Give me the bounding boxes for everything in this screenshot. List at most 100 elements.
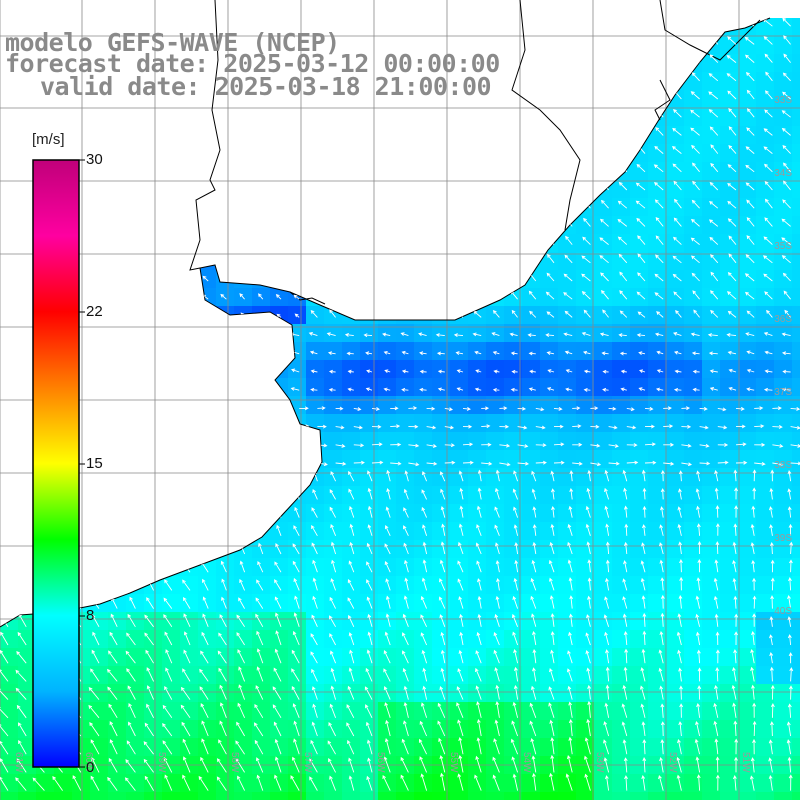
wind-arrow bbox=[585, 505, 591, 518]
wind-arrow bbox=[746, 387, 755, 392]
wind-arrow bbox=[659, 542, 664, 555]
wind-arrow bbox=[618, 253, 628, 264]
wind-arrow bbox=[126, 740, 136, 755]
wind-arrow bbox=[291, 368, 300, 373]
wind-arrow bbox=[621, 721, 628, 737]
wind-arrow bbox=[789, 667, 794, 682]
wind-arrow bbox=[509, 332, 518, 337]
wind-arrow bbox=[256, 630, 264, 646]
wind-arrow bbox=[752, 702, 757, 718]
wind-arrow bbox=[676, 774, 682, 791]
wind-arrow bbox=[764, 198, 773, 209]
wind-arrow bbox=[477, 487, 482, 500]
wind-arrow bbox=[782, 72, 791, 82]
wind-arrow bbox=[550, 649, 555, 664]
wind-arrow bbox=[732, 774, 737, 791]
wind-arrow bbox=[714, 613, 719, 627]
wind-arrow bbox=[626, 460, 639, 465]
wind-arrow bbox=[587, 577, 592, 591]
wind-arrow bbox=[292, 703, 300, 718]
wind-arrow bbox=[603, 721, 610, 737]
wind-arrow bbox=[438, 596, 446, 609]
wind-arrow bbox=[783, 53, 791, 63]
wind-arrow bbox=[584, 737, 591, 755]
wind-arrow bbox=[733, 595, 738, 609]
wind-arrow bbox=[745, 146, 755, 154]
wind-arrow bbox=[642, 487, 647, 500]
wind-arrow bbox=[367, 505, 373, 518]
wind-arrow bbox=[182, 756, 191, 773]
wind-arrow bbox=[782, 91, 791, 100]
wind-arrow bbox=[530, 738, 537, 755]
wind-arrow bbox=[656, 311, 664, 318]
wind-arrow bbox=[781, 127, 791, 136]
wind-arrow bbox=[568, 505, 573, 518]
wind-arrow bbox=[237, 775, 246, 791]
wind-arrow bbox=[644, 424, 655, 429]
wind-arrow bbox=[696, 702, 701, 718]
wind-arrow bbox=[456, 702, 464, 718]
wind-arrow bbox=[658, 649, 664, 664]
wind-arrow bbox=[750, 666, 755, 682]
wind-arrow bbox=[292, 630, 300, 646]
wind-arrow bbox=[623, 666, 628, 682]
wind-arrow bbox=[551, 505, 555, 518]
wind-arrow bbox=[383, 686, 391, 700]
wind-arrow bbox=[754, 462, 766, 466]
longitude-label: 61W bbox=[13, 752, 24, 773]
wind-arrow bbox=[0, 706, 9, 719]
wind-arrow bbox=[637, 311, 646, 318]
wind-arrow bbox=[654, 273, 664, 282]
wind-arrow bbox=[710, 144, 719, 154]
wind-arrow bbox=[419, 756, 428, 773]
wind-arrow bbox=[695, 595, 701, 609]
wind-arrow bbox=[783, 290, 791, 300]
wind-arrow bbox=[444, 425, 455, 430]
wind-arrow bbox=[659, 756, 664, 773]
longitude-label: 57W bbox=[302, 752, 313, 773]
wind-arrow bbox=[709, 126, 719, 136]
wind-arrow bbox=[569, 595, 574, 609]
wind-arrow bbox=[659, 685, 664, 700]
wind-arrow bbox=[221, 596, 227, 609]
wind-arrow bbox=[163, 614, 173, 628]
wind-arrow bbox=[403, 488, 409, 500]
wind-arrow bbox=[274, 561, 282, 573]
wind-arrow bbox=[349, 541, 355, 555]
longitude-label: 59W bbox=[156, 752, 167, 773]
wind-arrow bbox=[673, 291, 682, 300]
coastline bbox=[0, 0, 771, 628]
wind-arrow bbox=[219, 614, 227, 628]
wind-arrow bbox=[708, 109, 719, 118]
wind-arrow bbox=[752, 469, 757, 482]
wind-arrow bbox=[476, 718, 482, 737]
wind-arrow bbox=[182, 738, 191, 755]
wind-arrow bbox=[514, 542, 519, 555]
wind-arrow bbox=[495, 684, 500, 700]
wind-arrow bbox=[495, 542, 500, 555]
wind-arrow bbox=[656, 350, 664, 355]
wind-arrow bbox=[673, 217, 682, 227]
wind-arrow bbox=[715, 541, 720, 555]
wind-arrow bbox=[567, 559, 573, 573]
wind-arrow bbox=[437, 369, 445, 374]
wind-arrow bbox=[635, 182, 646, 191]
wind-arrow bbox=[563, 273, 573, 282]
wind-arrow bbox=[640, 667, 646, 682]
wind-arrow bbox=[293, 294, 300, 300]
wind-arrow bbox=[440, 667, 446, 682]
wind-arrow bbox=[568, 577, 573, 591]
wind-arrow bbox=[749, 775, 755, 791]
wind-arrow bbox=[492, 756, 500, 773]
wind-arrow bbox=[219, 720, 227, 737]
wind-arrow bbox=[444, 407, 454, 412]
wind-arrow bbox=[746, 108, 755, 118]
wind-arrow bbox=[162, 723, 173, 737]
wind-arrow bbox=[781, 255, 791, 264]
wind-arrow bbox=[238, 684, 246, 700]
wind-arrow bbox=[659, 630, 664, 646]
wind-arrow bbox=[622, 613, 628, 627]
wind-arrow bbox=[581, 273, 591, 282]
wind-arrow bbox=[699, 406, 708, 411]
wind-arrow bbox=[440, 631, 446, 646]
